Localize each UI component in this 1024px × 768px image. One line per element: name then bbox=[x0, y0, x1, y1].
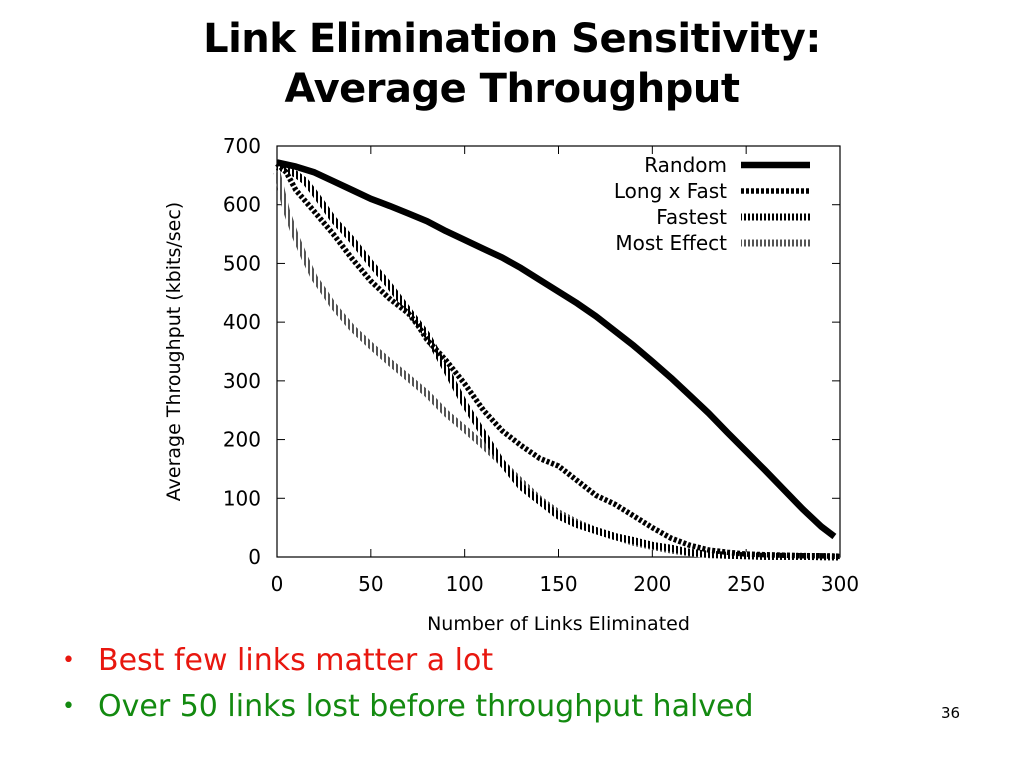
legend-label: Random bbox=[644, 153, 727, 177]
y-tick-label: 0 bbox=[248, 545, 261, 569]
y-tick-label: 300 bbox=[223, 369, 261, 393]
x-tick-label: 200 bbox=[633, 572, 671, 596]
x-tick-label: 0 bbox=[271, 572, 284, 596]
slide-title-line-1: Link Elimination Sensitivity: bbox=[203, 16, 821, 62]
series-line-fastest bbox=[275, 163, 841, 561]
series-line-most-effect bbox=[273, 171, 841, 561]
slide-title: Link Elimination Sensitivity: Average Th… bbox=[0, 14, 1024, 114]
legend-label: Fastest bbox=[656, 205, 727, 229]
y-tick-label: 700 bbox=[223, 134, 261, 158]
legend-label: Long x Fast bbox=[614, 179, 727, 203]
series-line-long-x-fast bbox=[275, 161, 841, 560]
x-tick-label: 300 bbox=[821, 572, 859, 596]
bullet-list: • Best few links matter a lot • Over 50 … bbox=[62, 638, 754, 730]
bullet-text-2: Over 50 links lost before throughput hal… bbox=[98, 689, 754, 724]
x-tick-label: 150 bbox=[539, 572, 577, 596]
series-line-random bbox=[276, 159, 837, 540]
x-tick-label: 50 bbox=[358, 572, 383, 596]
y-axis-label: Average Throughput (kbits/sec) bbox=[163, 202, 185, 501]
x-tick-label: 250 bbox=[727, 572, 765, 596]
legend-label: Most Effect bbox=[615, 231, 727, 255]
bullet-item-1: • Best few links matter a lot bbox=[62, 638, 754, 684]
slide-title-line-2: Average Throughput bbox=[284, 66, 740, 112]
y-tick-label: 500 bbox=[223, 251, 261, 275]
bullet-item-2: • Over 50 links lost before throughput h… bbox=[62, 684, 754, 730]
plot-area-frame bbox=[276, 145, 841, 558]
y-tick-label: 100 bbox=[223, 486, 261, 510]
x-tick-label: 100 bbox=[446, 572, 484, 596]
y-tick-label: 600 bbox=[223, 193, 261, 217]
bullet-dot-2: • bbox=[62, 694, 75, 719]
x-axis-label: Number of Links Eliminated bbox=[427, 613, 690, 635]
y-tick-label: 400 bbox=[223, 310, 261, 334]
bullet-text-1: Best few links matter a lot bbox=[98, 643, 494, 678]
bullet-dot-1: • bbox=[62, 648, 75, 673]
page-number: 36 bbox=[941, 704, 961, 722]
y-tick-label: 200 bbox=[223, 428, 261, 452]
